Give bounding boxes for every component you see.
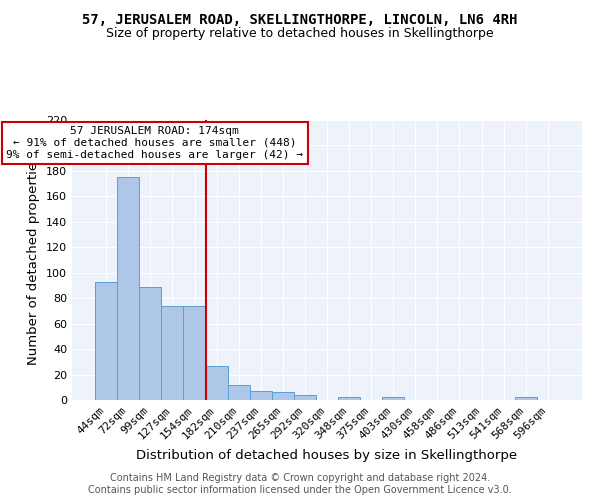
Text: 57, JERUSALEM ROAD, SKELLINGTHORPE, LINCOLN, LN6 4RH: 57, JERUSALEM ROAD, SKELLINGTHORPE, LINC… <box>82 12 518 26</box>
Bar <box>227 384 250 400</box>
Bar <box>250 391 272 400</box>
Bar <box>382 398 404 400</box>
Bar <box>117 178 139 400</box>
Text: Contains HM Land Registry data © Crown copyright and database right 2024.
Contai: Contains HM Land Registry data © Crown c… <box>88 474 512 495</box>
Bar <box>161 306 184 400</box>
Text: Size of property relative to detached houses in Skellingthorpe: Size of property relative to detached ho… <box>106 28 494 40</box>
Text: 57 JERUSALEM ROAD: 174sqm
← 91% of detached houses are smaller (448)
9% of semi-: 57 JERUSALEM ROAD: 174sqm ← 91% of detac… <box>6 126 303 160</box>
X-axis label: Distribution of detached houses by size in Skellingthorpe: Distribution of detached houses by size … <box>136 449 518 462</box>
Bar <box>206 366 227 400</box>
Bar <box>184 306 206 400</box>
Bar <box>515 398 537 400</box>
Bar <box>139 286 161 400</box>
Y-axis label: Number of detached properties: Number of detached properties <box>28 155 40 365</box>
Bar <box>294 395 316 400</box>
Bar <box>272 392 294 400</box>
Bar <box>95 282 117 400</box>
Bar <box>338 398 360 400</box>
